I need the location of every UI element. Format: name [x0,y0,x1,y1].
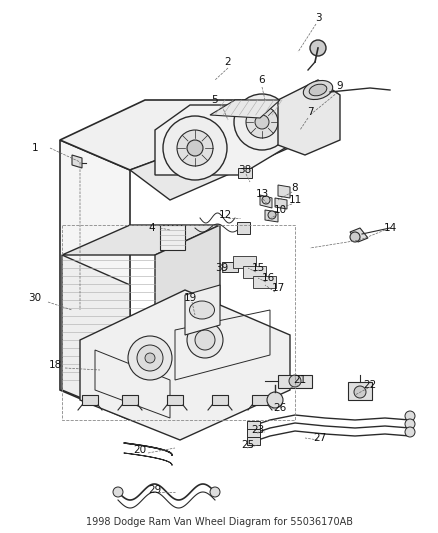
Text: 1998 Dodge Ram Van Wheel Diagram for 55036170AB: 1998 Dodge Ram Van Wheel Diagram for 550… [85,517,353,527]
Circle shape [113,487,123,497]
Text: 7: 7 [307,107,313,117]
Polygon shape [233,256,256,268]
Circle shape [267,392,283,408]
Text: 20: 20 [134,445,147,455]
Circle shape [405,419,415,429]
Circle shape [350,232,360,242]
Ellipse shape [309,84,327,96]
Polygon shape [155,225,220,420]
Text: 21: 21 [293,375,307,385]
Text: 19: 19 [184,293,197,303]
Polygon shape [210,100,280,118]
Circle shape [310,40,326,56]
Circle shape [210,487,220,497]
Polygon shape [275,198,287,209]
Polygon shape [265,210,278,222]
Polygon shape [82,395,98,405]
Text: 3: 3 [314,13,321,23]
Polygon shape [160,225,185,250]
Polygon shape [252,395,268,405]
Circle shape [195,330,215,350]
Circle shape [405,427,415,437]
Text: 13: 13 [255,189,268,199]
Text: 25: 25 [241,440,254,450]
Text: 2: 2 [225,57,231,67]
Text: 18: 18 [48,360,62,370]
Polygon shape [130,100,330,200]
Text: 16: 16 [261,273,275,283]
Polygon shape [185,285,220,335]
Circle shape [255,115,269,129]
Polygon shape [278,185,290,198]
Polygon shape [80,290,290,440]
Polygon shape [247,437,260,445]
Text: 26: 26 [273,403,286,413]
Circle shape [145,353,155,363]
Polygon shape [253,276,276,288]
Text: 27: 27 [313,433,327,443]
Polygon shape [212,395,228,405]
Polygon shape [167,395,183,405]
Text: 17: 17 [272,283,285,293]
Polygon shape [247,429,260,437]
Text: 23: 23 [251,425,265,435]
Ellipse shape [304,80,333,100]
Polygon shape [243,266,266,278]
Text: 5: 5 [212,95,218,105]
Polygon shape [122,395,138,405]
Polygon shape [238,168,252,178]
Circle shape [262,196,270,204]
Circle shape [187,140,203,156]
Polygon shape [260,195,272,208]
Polygon shape [247,421,260,429]
Circle shape [268,211,276,219]
Circle shape [187,322,223,358]
Text: 12: 12 [219,210,232,220]
Text: 1: 1 [32,143,38,153]
Text: 14: 14 [383,223,397,233]
Polygon shape [60,100,320,170]
Text: 30: 30 [28,293,42,303]
Text: 38: 38 [238,165,251,175]
Ellipse shape [190,301,215,319]
Polygon shape [62,225,220,255]
Circle shape [177,130,213,166]
Polygon shape [222,262,238,272]
Circle shape [289,375,301,387]
Polygon shape [278,375,312,388]
Circle shape [405,411,415,421]
Text: 6: 6 [259,75,265,85]
Circle shape [163,116,227,180]
Circle shape [234,94,290,150]
Text: 9: 9 [337,81,343,91]
Polygon shape [155,105,290,175]
Text: 15: 15 [251,263,265,273]
Polygon shape [350,228,368,242]
Text: 39: 39 [215,263,229,273]
Text: 11: 11 [288,195,302,205]
Circle shape [128,336,172,380]
Polygon shape [348,382,372,400]
Circle shape [246,106,278,138]
Polygon shape [237,222,250,234]
Text: 8: 8 [292,183,298,193]
Polygon shape [278,80,340,155]
Text: 29: 29 [148,485,162,495]
Polygon shape [72,155,82,168]
Polygon shape [60,140,130,420]
Circle shape [354,386,366,398]
Text: 4: 4 [148,223,155,233]
Text: 22: 22 [364,380,377,390]
Circle shape [137,345,163,371]
Polygon shape [62,255,130,418]
Text: 10: 10 [273,205,286,215]
